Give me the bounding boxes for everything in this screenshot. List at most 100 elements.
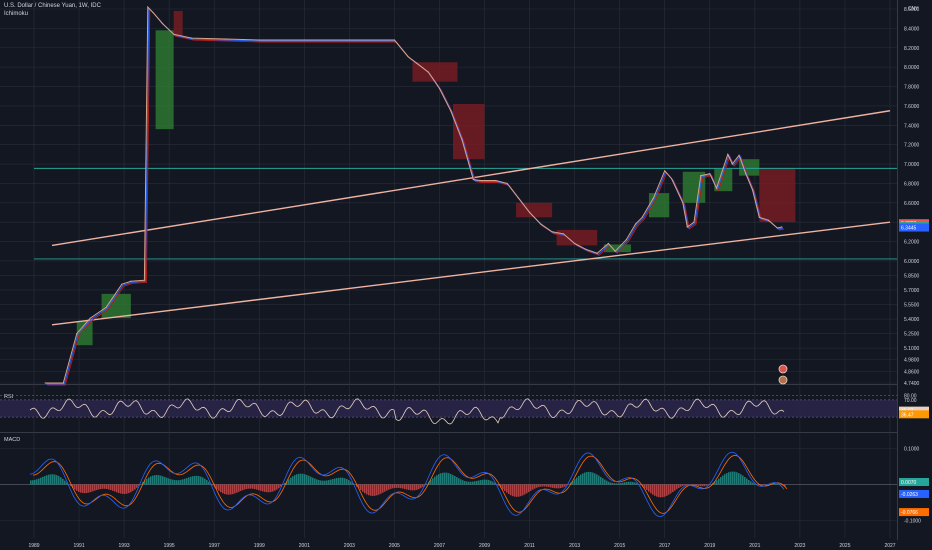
macd-histogram-bar (576, 477, 578, 485)
y-tick-label: 8.4000 (904, 26, 920, 32)
macd-histogram-bar (734, 471, 736, 485)
macd-histogram-bar (578, 476, 580, 485)
macd-histogram-bar (50, 474, 52, 485)
macd-histogram-bar (620, 482, 622, 485)
rsi-band (0, 399, 897, 418)
macd-histogram-bar (456, 477, 458, 485)
price-point (652, 197, 655, 199)
macd-histogram-bar (348, 480, 350, 485)
macd-histogram-bar (56, 475, 58, 485)
macd-histogram-bar (442, 472, 444, 485)
price-point (731, 163, 733, 165)
macd-tag-label: -0.0263 (901, 492, 918, 498)
macd-histogram-bar (430, 480, 432, 485)
price-point (89, 317, 91, 319)
macd-histogram-bar (244, 484, 246, 490)
macd-histogram-bar (336, 478, 338, 485)
macd-histogram-bar (762, 484, 764, 486)
macd-tag (899, 508, 929, 517)
macd-histogram-bar (544, 484, 546, 487)
macd-histogram-bar (116, 484, 118, 493)
price-point (495, 179, 497, 182)
macd-histogram-bar (518, 484, 520, 497)
macd-histogram-bar (438, 474, 440, 485)
macd-histogram-bar (470, 481, 472, 485)
macd-histogram-bar (74, 484, 76, 490)
price-point (191, 37, 193, 39)
y-tick-label: 5.8500 (904, 273, 920, 279)
macd-histogram-bar (440, 473, 442, 485)
macd-tag (899, 489, 929, 498)
macd-histogram-bar (426, 483, 428, 485)
price-point (596, 252, 598, 254)
macd-histogram-bar (132, 484, 134, 492)
macd-histogram-bar (500, 484, 502, 488)
macd-histogram-bar (556, 484, 558, 489)
macd-histogram-bar (230, 484, 232, 495)
macd-histogram-bar (78, 484, 80, 492)
macd-histogram-bar (418, 484, 420, 490)
price-point (147, 6, 149, 8)
macd-histogram-bar (34, 479, 36, 485)
macd-histogram-bar (42, 476, 44, 485)
price-line (45, 5, 783, 384)
currency-label: CNY (908, 6, 919, 12)
macd-histogram-bar (362, 484, 364, 492)
macd-histogram-bar (378, 484, 380, 495)
macd-histogram-bar (76, 484, 78, 491)
macd-histogram-bar (238, 484, 240, 492)
price-tag-label: 6.3445 (901, 226, 917, 232)
macd-histogram-bar (546, 484, 548, 487)
macd-histogram-bar (718, 478, 720, 485)
event-marker (778, 364, 788, 374)
price-point (76, 332, 78, 335)
price-point (407, 55, 409, 58)
macd-histogram-bar (776, 483, 778, 485)
price-point (562, 233, 564, 235)
macd-histogram-bar (390, 484, 392, 489)
macd-histogram-bar (262, 484, 264, 492)
macd-histogram-bar (628, 481, 630, 485)
macd-histogram-bar (472, 481, 474, 485)
macd-histogram-bar (72, 484, 74, 488)
x-tick-label: 1989 (28, 543, 39, 549)
macd-histogram-bar (656, 484, 658, 497)
price-point (450, 110, 452, 112)
macd-histogram-bar (316, 479, 318, 485)
macd-histogram-bar (204, 478, 206, 485)
macd-histogram-bar (44, 475, 46, 485)
macd-histogram-bar (212, 484, 214, 486)
macd-histogram-bar (488, 480, 490, 485)
macd-histogram-bar (180, 479, 182, 485)
macd-histogram-bar (622, 482, 624, 485)
price-point (506, 182, 508, 185)
macd-histogram-bar (602, 478, 604, 485)
macd-histogram-bar (530, 484, 532, 491)
macd-histogram-bar (360, 484, 362, 491)
macd-tag (899, 477, 929, 486)
macd-histogram-bar (650, 484, 652, 494)
macd-histogram-bar (726, 473, 728, 485)
macd-level-label: 0.1000 (904, 447, 920, 453)
macd-histogram-bar (580, 474, 582, 485)
macd-histogram-bar (478, 480, 480, 485)
macd-histogram-bar (450, 473, 452, 485)
x-tick-label: 2019 (704, 543, 715, 549)
price-point (173, 33, 175, 35)
macd-histogram-bar (584, 472, 586, 485)
macd-histogram-bar (242, 484, 244, 491)
price-point (479, 179, 481, 182)
macd-line (29, 451, 785, 518)
macd-histogram-bar (54, 474, 56, 485)
price-point (682, 202, 684, 204)
macd-histogram-bar (728, 472, 730, 485)
macd-histogram-bar (194, 475, 196, 485)
macd-histogram-bar (124, 484, 126, 494)
macd-histogram-bar (420, 484, 422, 489)
ichimoku-cloud (173, 10, 183, 37)
macd-histogram-bar (654, 484, 656, 496)
macd-histogram-bar (664, 484, 666, 497)
price-point (528, 211, 531, 214)
price-point (767, 219, 769, 221)
